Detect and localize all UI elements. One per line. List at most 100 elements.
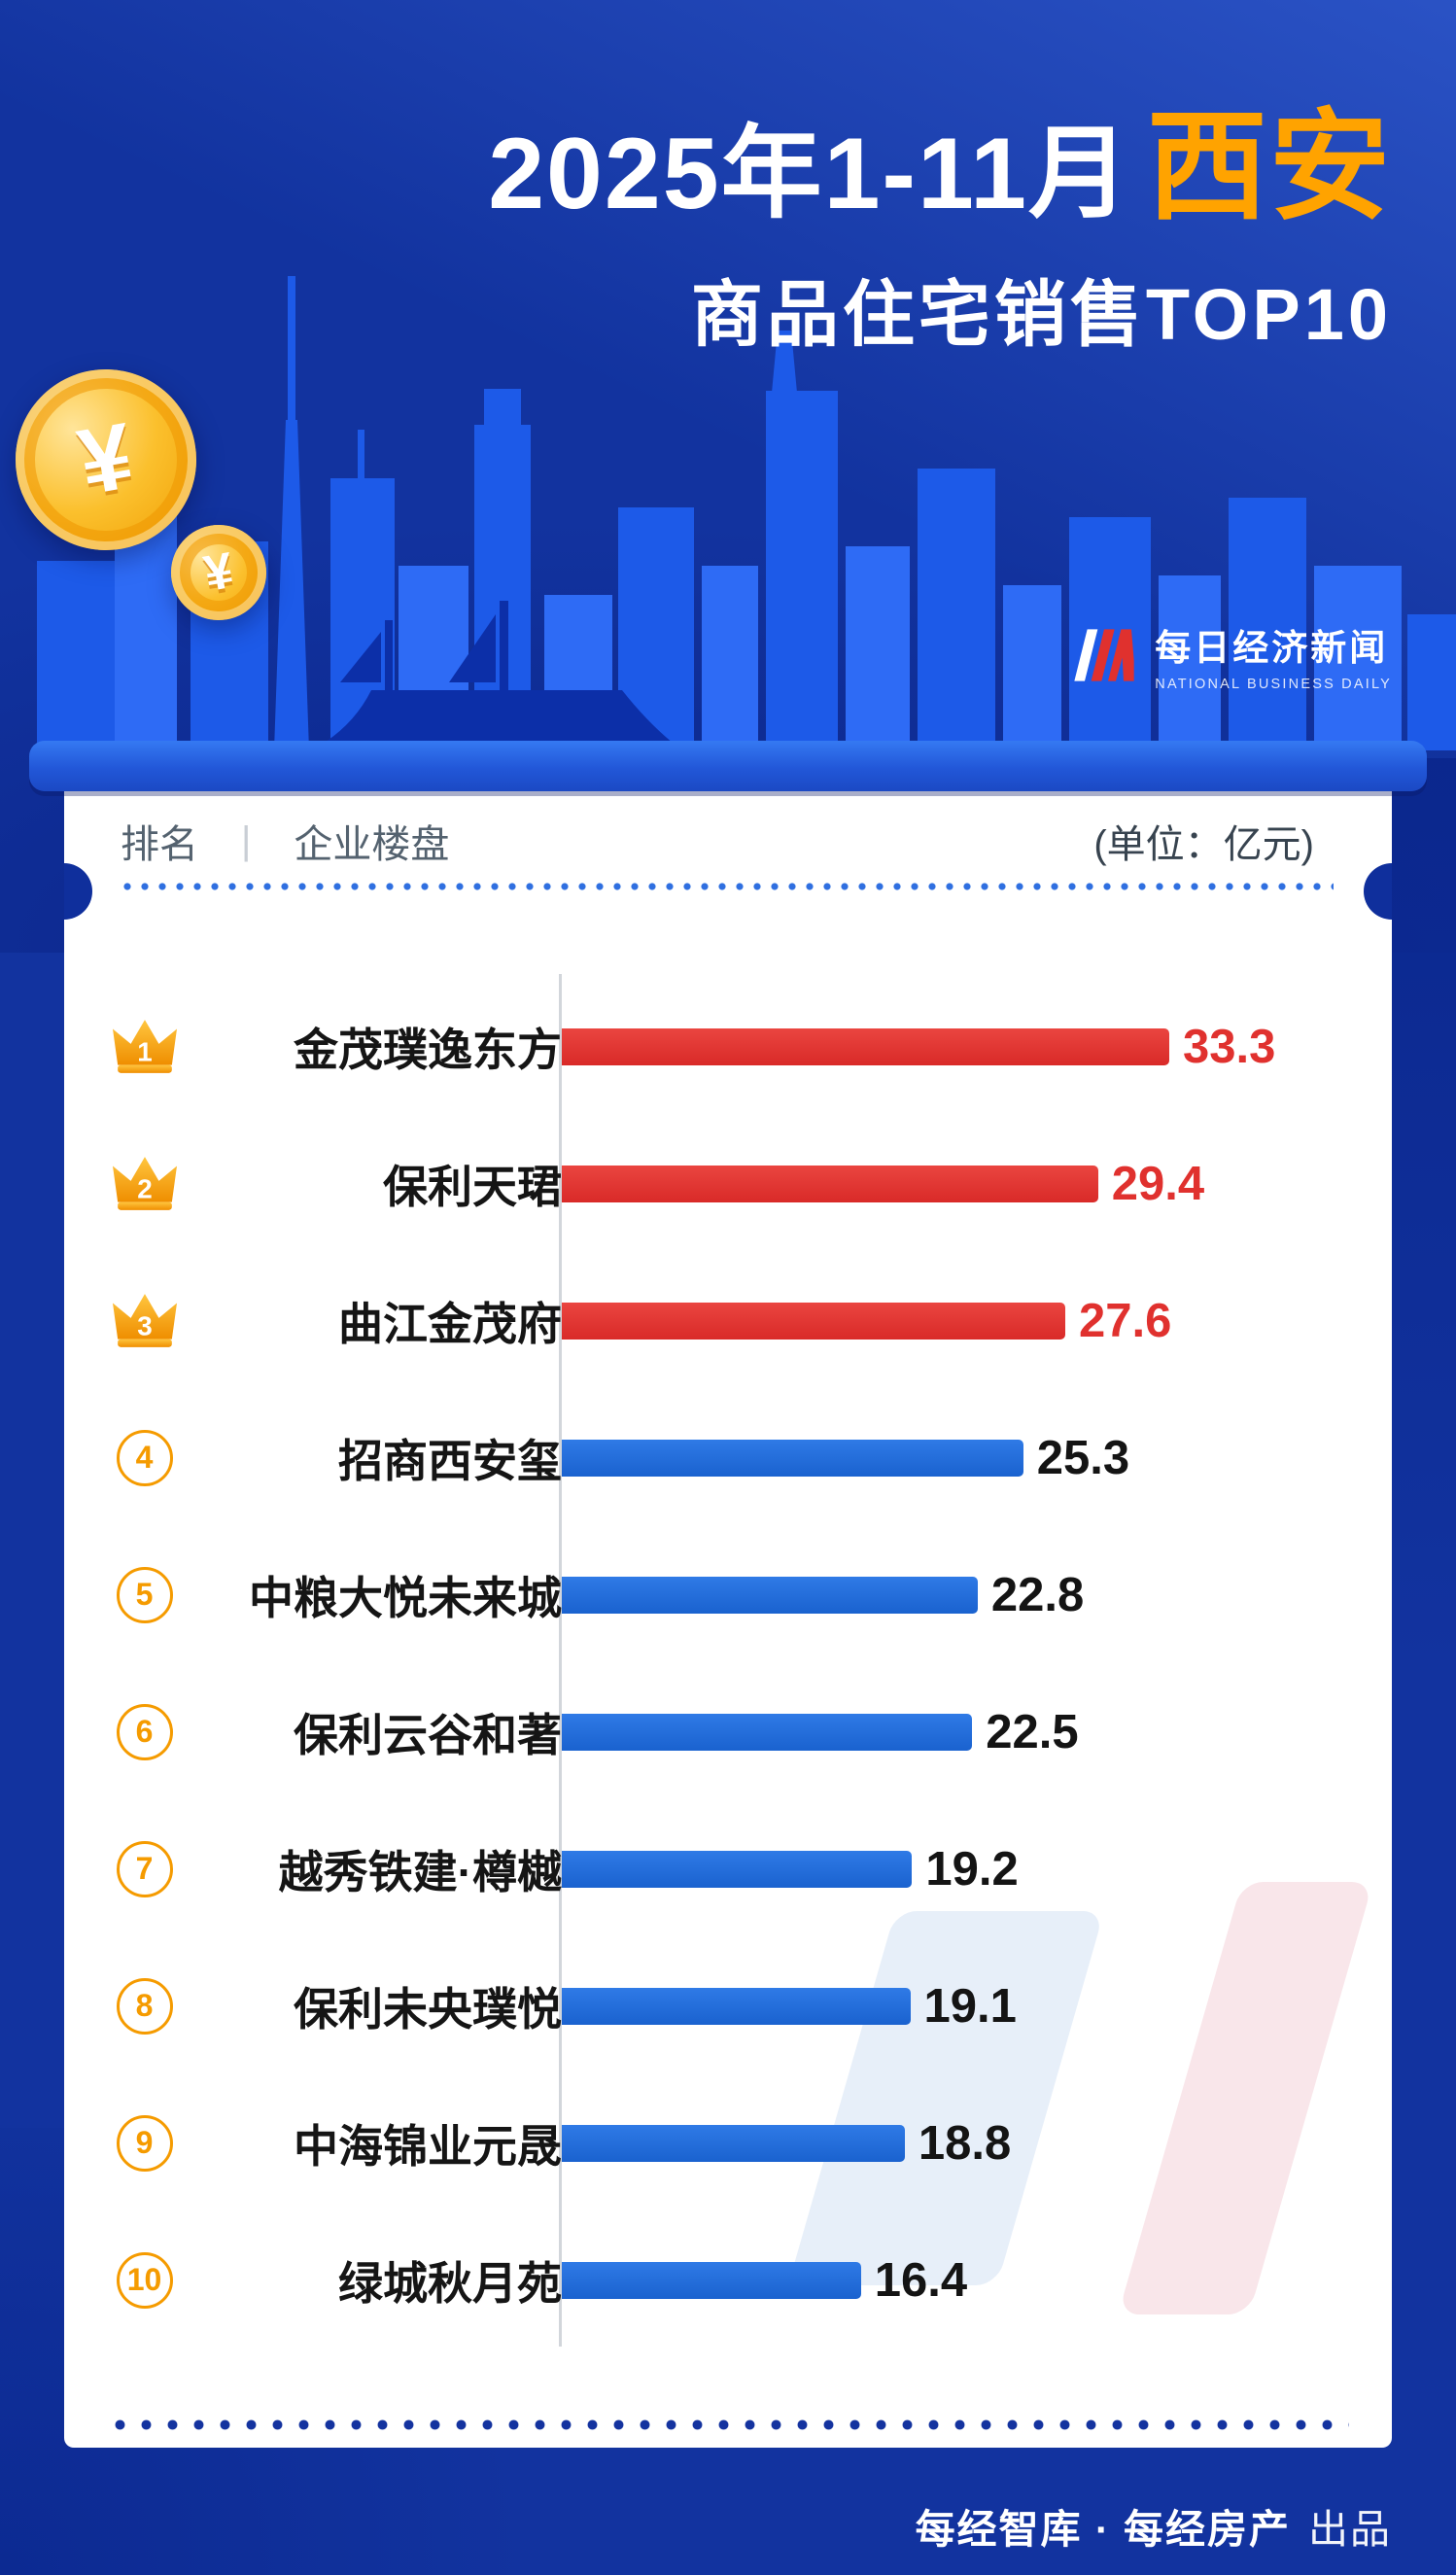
value-label: 22.8: [990, 1568, 1085, 1621]
ticket-notch-right: [1364, 863, 1392, 920]
chart-row: 7 越秀铁建·樽樾 19.2: [64, 1800, 1392, 1937]
nbd-logo: 每日经济新闻 NATIONAL BUSINESS DAILY: [1069, 618, 1392, 692]
project-name: 金茂璞逸东方: [294, 1024, 562, 1075]
rank-circle-icon: 8: [116, 1977, 173, 2035]
value-label: 16.4: [874, 2253, 968, 2307]
title-main-text: 2025年1-11月: [488, 118, 1131, 230]
unit-label: (单位：亿元): [1093, 823, 1314, 866]
bar-track: 29.4: [562, 1157, 1392, 1211]
value-bar: [562, 1302, 1065, 1340]
project-name: 曲江金茂府: [338, 1298, 562, 1349]
bar-track: 19.2: [562, 1842, 1392, 1896]
footer-credit: 每经智库 · 每经房产 出品: [916, 2496, 1392, 2555]
rank-circle-icon: 4: [116, 1429, 173, 1486]
title-city-accent: 西安: [1146, 100, 1392, 234]
value-bar: [562, 1987, 911, 2025]
rank-badge: 7: [64, 1840, 225, 1897]
rank-badge: 4: [64, 1429, 225, 1486]
chart-row: 4 招商西安玺 25.3: [64, 1389, 1392, 1526]
footer-credit-names: 每经智库 · 每经房产: [915, 2507, 1291, 2552]
value-label: 19.2: [925, 1842, 1019, 1896]
svg-text:2: 2: [137, 1173, 152, 1203]
svg-text:3: 3: [137, 1310, 152, 1340]
value-label: 25.3: [1036, 1431, 1130, 1484]
title-line-2: 商品住宅销售TOP10: [690, 274, 1392, 356]
project-name: 中海锦业元晟: [294, 2120, 562, 2172]
value-label: 27.6: [1079, 1294, 1172, 1347]
project-name: 招商西安玺: [338, 1435, 562, 1486]
page-title: 2025年1-11月 西安 商品住宅销售TOP10: [488, 101, 1392, 361]
value-bar: [562, 1165, 1098, 1202]
project-name: 越秀铁建·樽樾: [278, 1846, 562, 1897]
project-name: 保利未央璞悦: [294, 1983, 562, 2035]
value-bar: [562, 2124, 905, 2162]
project-name: 保利天珺: [383, 1161, 562, 1212]
value-label: 18.8: [918, 2116, 1012, 2170]
chart-row: 3 曲江金茂府 27.6: [64, 1252, 1392, 1389]
rank-circle-icon: 9: [116, 2114, 173, 2172]
chart-axis-line: [559, 974, 562, 2347]
footer-credit-suffix: 出品: [1308, 2507, 1392, 2552]
column-header-name: 企业楼盘: [294, 823, 450, 866]
bar-track: 16.4: [562, 2253, 1392, 2308]
rank-badge: 1: [64, 1015, 225, 1079]
rank-badge: 2: [64, 1152, 225, 1216]
rank-circle-icon: 6: [116, 1703, 173, 1760]
rank-badge: 9: [64, 2114, 225, 2172]
chart-row: 1 金茂璞逸东方 33.3: [64, 978, 1392, 1115]
dotted-separator: [119, 881, 1334, 892]
bar-track: 18.8: [562, 2116, 1392, 2171]
value-bar: [562, 1576, 978, 1614]
nbd-logo-text: 每日经济新闻 NATIONAL BUSINESS DAILY: [1155, 618, 1392, 692]
bar-track: 25.3: [562, 1431, 1392, 1485]
rank-badge: 8: [64, 1977, 225, 2035]
bar-track: 33.3: [562, 1020, 1392, 1074]
value-bar: [562, 2261, 861, 2299]
chart-row: 10 绿城秋月苑 16.4: [64, 2211, 1392, 2349]
column-divider: |: [241, 818, 252, 862]
project-name: 中粮大悦未来城: [249, 1572, 562, 1623]
ticket-header-strip: [29, 741, 1427, 791]
chart-row: 6 保利云谷和著 22.5: [64, 1663, 1392, 1800]
rank-badge: 10: [64, 2251, 225, 2309]
rank-circle-icon: 5: [116, 1566, 173, 1623]
column-header-rank: 排名: [121, 823, 198, 866]
table-header: 排名 | 企业楼盘 (单位：亿元): [121, 813, 1314, 869]
nbd-logo-name-en: NATIONAL BUSINESS DAILY: [1155, 677, 1392, 692]
ranking-card: 排名 | 企业楼盘 (单位：亿元) 1 金茂璞逸东方 33.3 2 保利天珺 29.4 3 曲…: [64, 766, 1392, 2448]
value-bar: [562, 1439, 1023, 1477]
crown-rank-icon: 3: [112, 1293, 177, 1347]
chart-row: 2 保利天珺 29.4: [64, 1115, 1392, 1252]
chart-row: 9 中海锦业元晟 18.8: [64, 2074, 1392, 2211]
value-label: 29.4: [1111, 1157, 1205, 1210]
value-label: 19.1: [923, 1979, 1017, 2033]
crown-rank-icon: 1: [112, 1019, 177, 1073]
chart-row: 8 保利未央璞悦 19.1: [64, 1937, 1392, 2074]
nbd-logo-name-cn: 每日经济新闻: [1155, 628, 1389, 668]
nbd-logo-icon: [1074, 629, 1134, 681]
ticket-notch-left: [64, 863, 92, 920]
perforation-dots: [107, 2418, 1349, 2432]
rank-badge: 6: [64, 1703, 225, 1760]
value-bar: [562, 1850, 913, 1888]
project-name: 绿城秋月苑: [338, 2257, 562, 2309]
bar-track: 27.6: [562, 1294, 1392, 1348]
bar-track: 19.1: [562, 1979, 1392, 2034]
city-skyline-illustration: [37, 276, 1456, 750]
value-bar: [562, 1027, 1169, 1065]
rank-badge: 3: [64, 1289, 225, 1353]
project-name: 保利云谷和著: [294, 1709, 562, 1760]
bar-track: 22.8: [562, 1568, 1392, 1622]
value-bar: [562, 1713, 973, 1751]
rank-circle-icon: 7: [116, 1840, 173, 1897]
value-label: 22.5: [986, 1705, 1079, 1758]
value-label: 33.3: [1183, 1020, 1276, 1073]
rank-circle-icon: 10: [116, 2251, 173, 2309]
bar-track: 22.5: [562, 1705, 1392, 1759]
chart-row: 5 中粮大悦未来城 22.8: [64, 1526, 1392, 1663]
rank-badge: 5: [64, 1566, 225, 1623]
svg-text:1: 1: [137, 1036, 152, 1066]
title-line-1: 2025年1-11月 西安: [488, 101, 1392, 233]
crown-rank-icon: 2: [112, 1156, 177, 1210]
chart-rows: 1 金茂璞逸东方 33.3 2 保利天珺 29.4 3 曲江金茂府 27.6 4 招商西安玺 25.3…: [64, 978, 1392, 2349]
